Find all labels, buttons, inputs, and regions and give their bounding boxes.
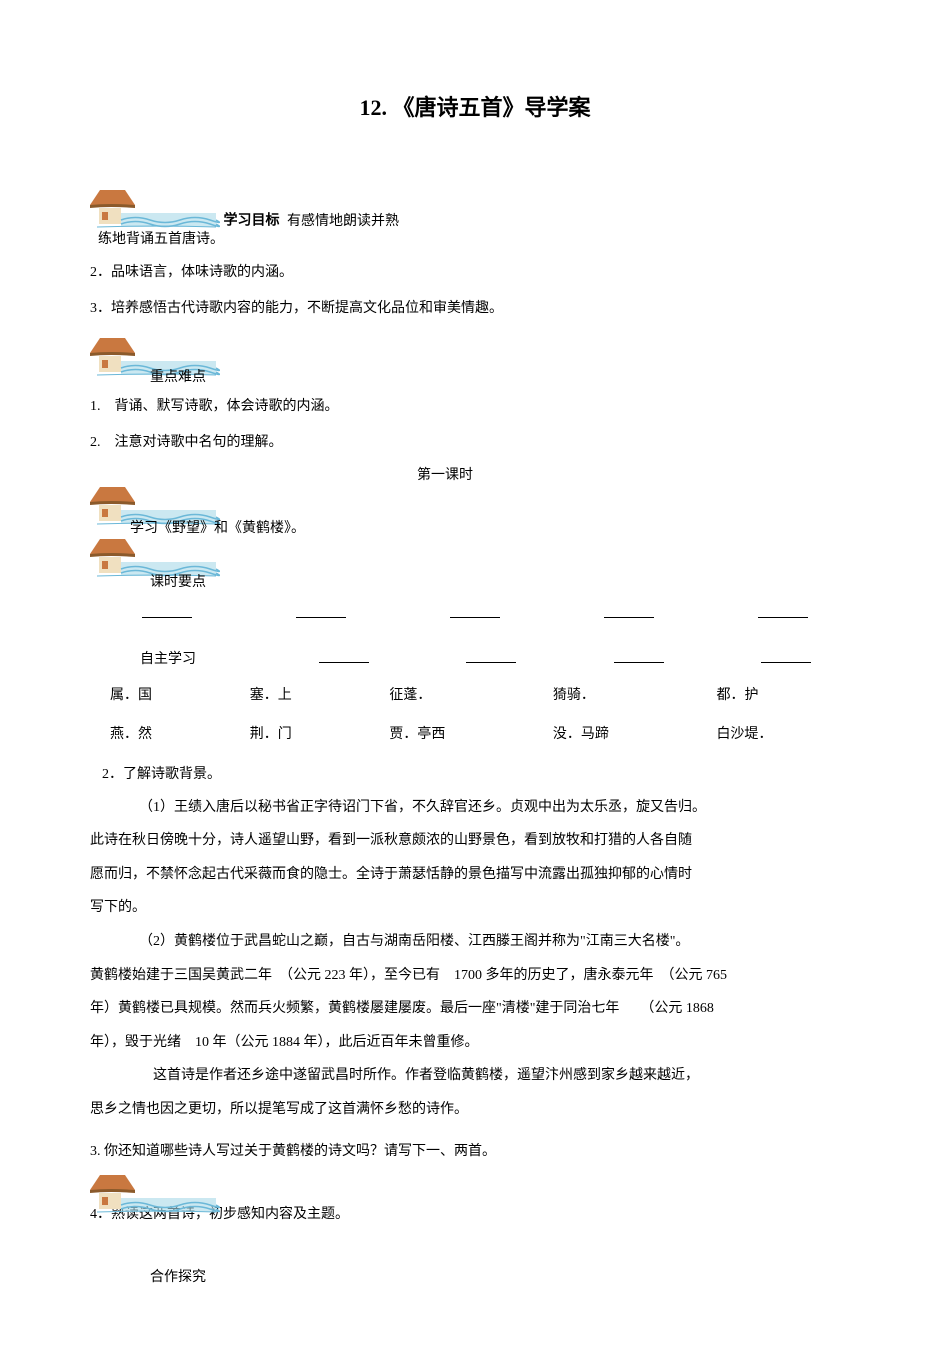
dot: ． [264, 727, 278, 742]
goals-item-3: 3．培养感悟古代诗歌内容的能力，不断提高文化品位和审美情趣。 [90, 294, 860, 325]
vocab-word: 贾 [389, 727, 403, 742]
goals-section: 学习目标 有感情地朗读并熟 [90, 185, 860, 233]
blank[interactable] [142, 616, 192, 618]
vocab-row-1: 属．国 塞．上 征蓬． 猗骑． 都．护 [90, 677, 860, 715]
dot: ． [264, 688, 278, 703]
bg1-p1: （1）王绩入唐后以秘书省正字待诏门下省，不久辞官还乡。贞观中出为太乐丞，旋又告归… [90, 791, 860, 825]
vocab-word: 塞 [250, 688, 264, 703]
question-3: 3. 你还知道哪些诗人写过关于黄鹤楼的诗文吗？请写下一、两首。 [90, 1135, 860, 1169]
dot: ． [730, 688, 744, 703]
blank[interactable] [758, 616, 808, 618]
goals-inline: 有感情地朗读并熟 [287, 214, 399, 229]
bg2-p2: 黄鹤楼始建于三国吴黄武二年 （公元 223 年），至今已有 1700 多年的历史… [90, 959, 860, 993]
keypoints-label: 重点难点 [150, 367, 860, 389]
dot: ． [417, 688, 431, 703]
bg2-p3: 年）黄鹤楼已具规模。然而兵火频繁，黄鹤楼屡建屡废。最后一座"清楼"建于同治七年 … [90, 992, 860, 1026]
house-icon [85, 185, 220, 233]
bg1-p2: 此诗在秋日傍晚十分，诗人遥望山野，看到一派秋意颇浓的山野景色，看到放牧和打猎的人… [90, 824, 860, 858]
bg2-p1: （2）黄鹤楼位于武昌蛇山之巅，自古与湖南岳阳楼、江西滕王阁并称为"江南三大名楼"… [90, 925, 860, 959]
dot: ． [758, 727, 772, 742]
bg3-p1: 这首诗是作者还乡途中遂留武昌时所作。作者登临黄鹤楼，遥望汴州感到家乡越来越近， [90, 1059, 860, 1093]
vocab-row-2: 燕．然 荆．门 贾．亭西 没．马蹄 白沙堤． [90, 716, 860, 754]
blank[interactable] [466, 661, 516, 663]
bg1-p4: 写下的。 [90, 891, 860, 925]
vocab-word: 属 [110, 688, 124, 703]
goals-label: 学习目标 [224, 214, 280, 229]
blank[interactable] [319, 661, 369, 663]
vocab-word: 白沙堤 [716, 727, 758, 742]
blank[interactable] [614, 661, 664, 663]
blank[interactable] [296, 616, 346, 618]
bg2-p4: 年），毁于光绪 10 年（公元 1884 年），此后近百年未曾重修。 [90, 1026, 860, 1060]
house-icon [85, 1170, 220, 1218]
study-content-section: 学习《野望》和《黄鹤楼》。 [90, 482, 860, 540]
vocab-word: 上 [278, 688, 292, 703]
vocab-word: 亭西 [417, 727, 445, 742]
vocab-word: 护 [744, 688, 758, 703]
background-title: 2．了解诗歌背景。 [102, 760, 860, 791]
vocab-word: 征蓬 [389, 688, 417, 703]
dot: ． [581, 688, 595, 703]
dot: ． [567, 727, 581, 742]
vocab-word: 猗骑 [553, 688, 581, 703]
keypoints-item-2: 2. 注意对诗歌中名句的理解。 [90, 428, 860, 459]
bg3-p2: 思乡之情也因之更切，所以提笔写成了这首满怀乡愁的诗作。 [90, 1093, 860, 1127]
vocab-table: 属．国 塞．上 征蓬． 猗骑． 都．护 燕．然 荆．门 贾．亭西 没．马蹄 白沙… [90, 677, 860, 754]
bg1-p3: 愿而归，不禁怀念起古代采薇而食的隐士。全诗于萧瑟恬静的景色描写中流露出孤独抑郁的… [90, 858, 860, 892]
vocab-word: 门 [278, 727, 292, 742]
coop-label: 合作探究 [150, 1267, 860, 1289]
document-title: 12. 《唐诗五首》导学案 [90, 90, 860, 125]
vocab-word: 没 [553, 727, 567, 742]
blank[interactable] [450, 616, 500, 618]
vocab-word: 都 [716, 688, 730, 703]
dot: ． [403, 727, 417, 742]
lesson-points-section: 课时要点 [90, 534, 860, 594]
lesson-points-label: 课时要点 [150, 572, 860, 594]
vocab-word: 然 [138, 727, 152, 742]
dot: ． [124, 688, 138, 703]
self-study-row: 自主学习 [90, 643, 860, 677]
blank[interactable] [761, 661, 811, 663]
vocab-word: 荆 [250, 727, 264, 742]
keypoints-item-1: 1. 背诵、默写诗歌，体会诗歌的内涵。 [90, 392, 860, 423]
vocab-word: 国 [138, 688, 152, 703]
blank[interactable] [604, 616, 654, 618]
q4-section [90, 1170, 860, 1218]
self-study-label: 自主学习 [90, 643, 270, 677]
blanks-table-1 [90, 598, 860, 632]
vocab-word: 燕 [110, 727, 124, 742]
dot: ． [124, 727, 138, 742]
vocab-word: 马蹄 [581, 727, 609, 742]
goals-item-2: 2．品味语言，体味诗歌的内涵。 [90, 258, 860, 289]
keypoints-section: 重点难点 [90, 333, 860, 389]
